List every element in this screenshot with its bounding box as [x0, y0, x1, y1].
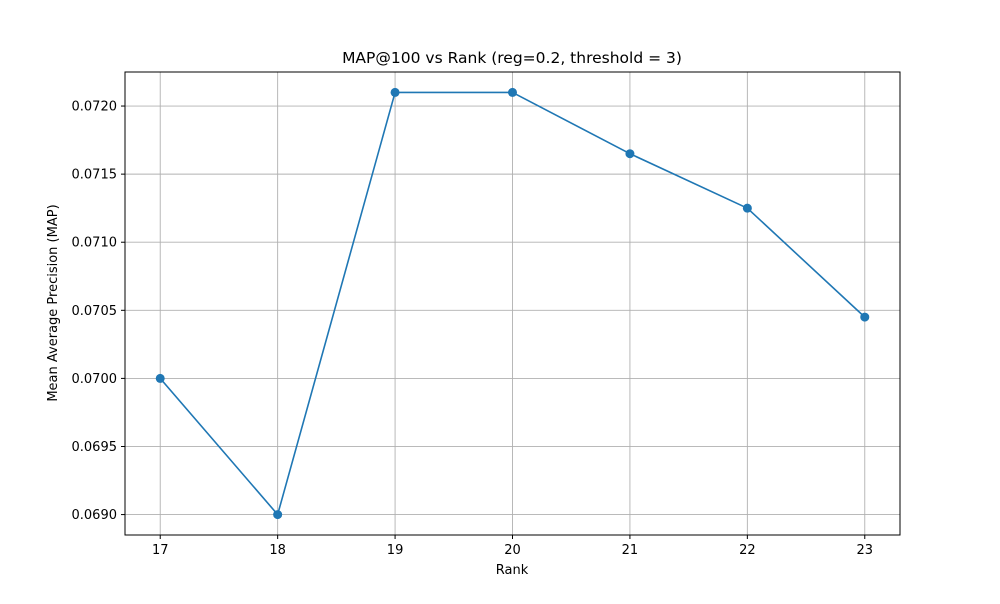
y-tick-label: 0.0700: [72, 372, 118, 387]
y-tick-label: 0.0695: [72, 440, 118, 455]
grid-layer: [125, 72, 900, 535]
data-point-marker: [508, 87, 517, 97]
x-tick-label: 20: [504, 543, 521, 558]
x-tick-label: 19: [387, 543, 404, 558]
y-tick-label: 0.0690: [72, 508, 118, 523]
y-tick-label: 0.0705: [72, 304, 118, 319]
y-axis-ticks: 0.0690 0.0695 0.0700 0.0705 0.0710 0.0715 0.07…: [72, 100, 125, 523]
series-layer: [155, 87, 870, 520]
y-axis-label: Mean Average Precision (MAP): [46, 204, 61, 401]
y-tick-label: 0.0720: [72, 100, 118, 115]
x-axis-label: Rank: [496, 563, 529, 578]
data-point-marker: [860, 312, 870, 322]
data-point-marker: [273, 510, 283, 520]
x-tick-label: 21: [622, 543, 639, 558]
data-point-marker: [390, 87, 400, 97]
data-point-marker: [155, 373, 165, 383]
data-point-marker: [742, 203, 752, 213]
y-tick-label: 0.0710: [72, 236, 118, 251]
x-tick-label: 17: [152, 543, 169, 558]
x-tick-label: 23: [856, 543, 873, 558]
data-point-marker: [625, 149, 635, 159]
x-tick-label: 22: [739, 543, 756, 558]
x-tick-label: 18: [269, 543, 286, 558]
x-axis-ticks: 17 18 19 20 21 22 23: [152, 535, 873, 558]
y-tick-label: 0.0715: [72, 168, 118, 183]
chart-title: MAP@100 vs Rank (reg=0.2, threshold = 3): [342, 49, 682, 67]
